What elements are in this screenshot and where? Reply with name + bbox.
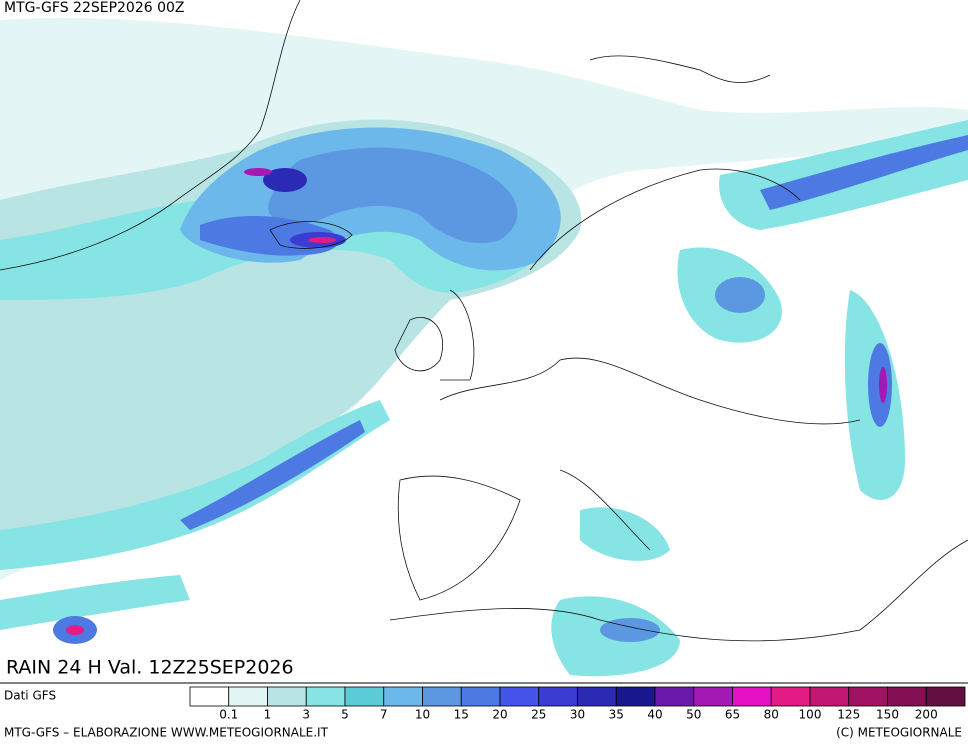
coastline — [440, 289, 475, 381]
legend-swatch — [267, 686, 307, 707]
legend-label: 80 — [764, 708, 779, 722]
legend-source: Dati GFS — [4, 689, 56, 703]
precip-area — [0, 575, 190, 630]
legend-label: 125 — [837, 708, 860, 722]
legend-label: 0.1 — [219, 708, 238, 722]
coastline — [529, 168, 801, 271]
legend-swatch — [344, 686, 385, 707]
header-title: MTG-GFS 22SEP2026 00Z — [4, 0, 185, 16]
legend-swatch — [693, 686, 733, 707]
legend-label: 65 — [725, 708, 740, 722]
legend-swatch — [770, 686, 811, 707]
coastline — [559, 469, 651, 551]
legend-label: 10 — [415, 708, 430, 722]
legend-swatch — [538, 686, 578, 707]
legend-label: 3 — [302, 708, 310, 722]
legend-swatch — [732, 686, 772, 707]
coastline — [439, 357, 861, 425]
legend-label: 15 — [454, 708, 469, 722]
legend-swatch — [499, 686, 540, 707]
legend-swatch — [422, 686, 462, 707]
precip-area — [715, 277, 765, 313]
legend-swatch — [925, 686, 966, 707]
legend-swatch — [189, 686, 230, 707]
legend-label: 25 — [531, 708, 546, 722]
legend-swatch — [809, 686, 850, 707]
precip-area — [180, 420, 365, 530]
legend: Dati GFS 0.1 1 3 5 7 10 15 20 25 30 35 40 50 65 80 100 1… — [4, 686, 966, 722]
legend-label: 20 — [492, 708, 507, 722]
legend-label: 30 — [570, 708, 585, 722]
legend-swatch — [654, 686, 695, 707]
map-caption: RAIN 24 H Val. 12Z25SEP2026 — [6, 657, 294, 679]
precip-area — [268, 147, 518, 244]
precip-core — [66, 625, 84, 635]
footer-left: MTG-GFS – ELABORAZIONE WWW.METEOGIORNALE… — [4, 726, 329, 740]
legend-label: 200 — [915, 708, 938, 722]
legend-swatch — [305, 686, 346, 707]
coastline — [589, 55, 771, 83]
legend-swatch — [383, 686, 423, 707]
legend-label: 5 — [341, 708, 349, 722]
coastline — [269, 221, 353, 249]
map: MTG-GFS 22SEP2026 00Z RAIN 24 H Val. 12Z… — [0, 0, 968, 679]
legend-swatch — [887, 686, 927, 707]
precip-core — [244, 168, 272, 176]
coastline — [394, 317, 444, 372]
footer-right: (C) METEOGIORNALE — [836, 726, 962, 740]
precip-area — [760, 135, 968, 210]
coastline — [0, 0, 301, 271]
precip-area — [0, 400, 390, 570]
legend-swatch — [228, 686, 268, 707]
precip-area — [600, 618, 660, 642]
legend-label: 100 — [799, 708, 822, 722]
precip-core — [308, 237, 336, 243]
legend-label: 150 — [876, 708, 899, 722]
legend-label: 1 — [264, 708, 272, 722]
legend-label: 50 — [686, 708, 701, 722]
precip-core — [263, 168, 307, 192]
coastline — [389, 539, 968, 642]
coastline — [397, 475, 521, 601]
legend-swatch — [460, 686, 501, 707]
legend-label: 7 — [380, 708, 388, 722]
legend-swatch — [615, 686, 656, 707]
legend-label: 40 — [647, 708, 662, 722]
legend-label: 35 — [609, 708, 624, 722]
legend-swatch — [848, 686, 888, 707]
legend-swatch — [577, 686, 617, 707]
precip-core — [879, 367, 887, 403]
